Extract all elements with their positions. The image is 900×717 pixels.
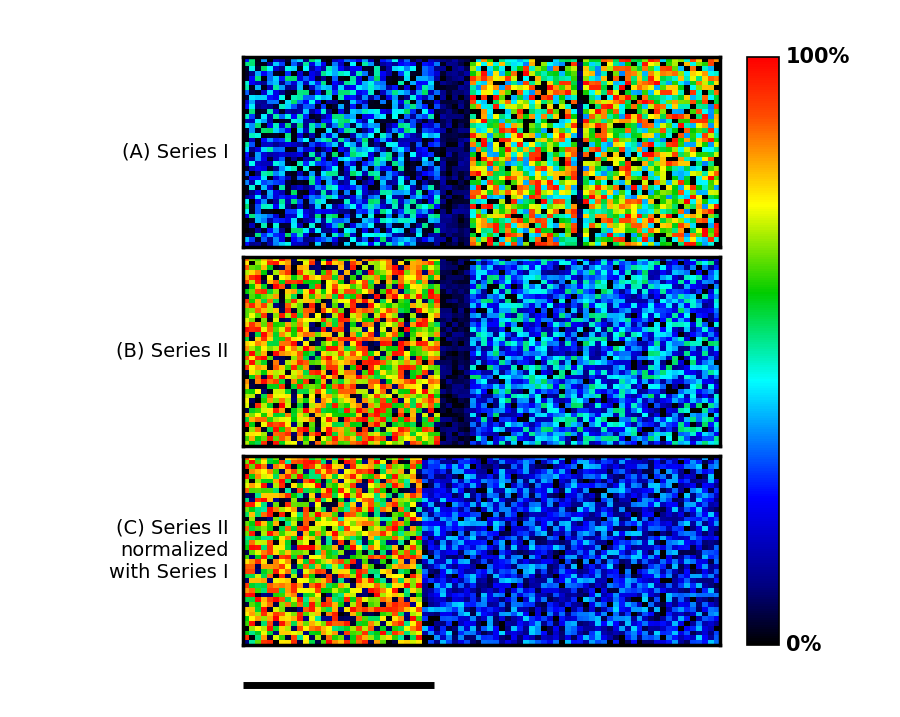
Text: (B) Series II: (B) Series II [116, 342, 229, 361]
Text: (C) Series II
normalized
with Series I: (C) Series II normalized with Series I [109, 519, 229, 582]
Text: 0%: 0% [786, 635, 821, 655]
Text: 100%: 100% [786, 47, 850, 67]
Text: (A) Series I: (A) Series I [122, 143, 229, 162]
